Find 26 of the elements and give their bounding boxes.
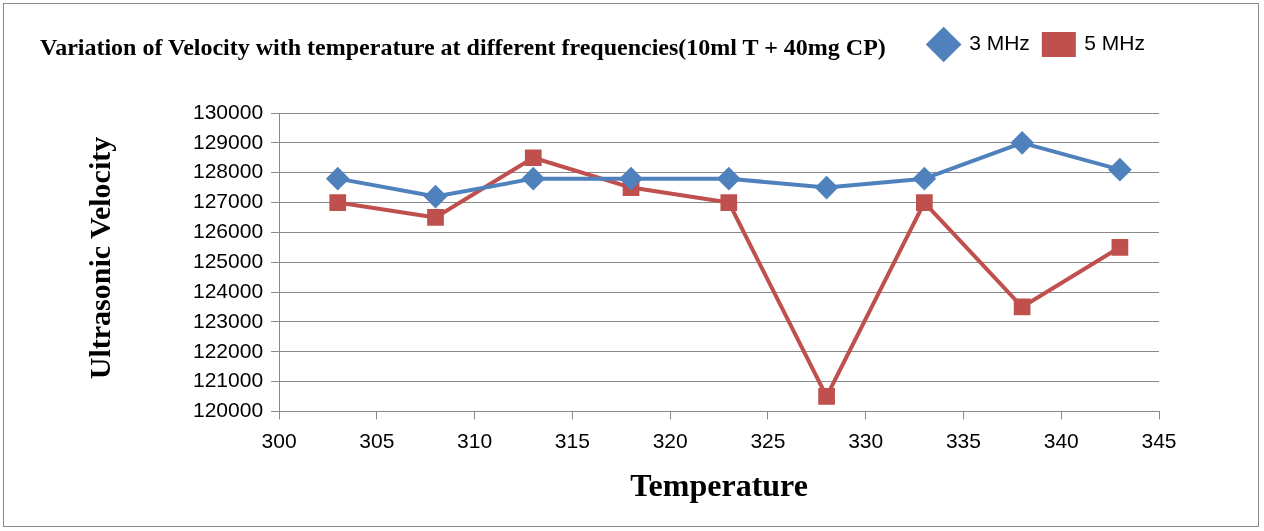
x-tick-label: 335	[945, 428, 981, 452]
y-tick-label: 123000	[193, 308, 264, 332]
y-tick-label: 124000	[193, 278, 264, 302]
y-tick-label: 130000	[193, 99, 264, 123]
y-tick-label: 122000	[193, 338, 264, 362]
x-tick-label: 340	[1043, 428, 1079, 452]
x-tick-label: 325	[750, 428, 786, 452]
x-tick-label: 305	[359, 428, 395, 452]
legend-label: 3 MHz	[969, 31, 1030, 55]
y-tick-label: 129000	[193, 129, 264, 153]
legend-label: 5 MHz	[1084, 31, 1146, 55]
x-tick-label: 345	[1141, 428, 1177, 452]
y-tick-label: 128000	[193, 159, 264, 183]
x-tick-label: 310	[457, 428, 493, 452]
y-tick-label: 120000	[193, 398, 264, 422]
x-tick-label: 315	[554, 428, 590, 452]
x-axis-title: Temperature	[630, 467, 808, 504]
chart-title: Variation of Velocity with temperature at different frequencies(10ml T + 40mg CP)	[40, 33, 887, 62]
x-tick-label: 320	[652, 428, 688, 452]
y-tick-label: 127000	[193, 189, 264, 213]
x-tick-label: 330	[848, 428, 884, 452]
y-tick-label: 125000	[193, 249, 264, 272]
y-axis-title: Ultrasonic Velocity	[82, 135, 117, 382]
x-tick-label: 300	[261, 428, 297, 452]
y-tick-label: 126000	[193, 219, 264, 243]
y-tick-label: 121000	[193, 368, 264, 392]
